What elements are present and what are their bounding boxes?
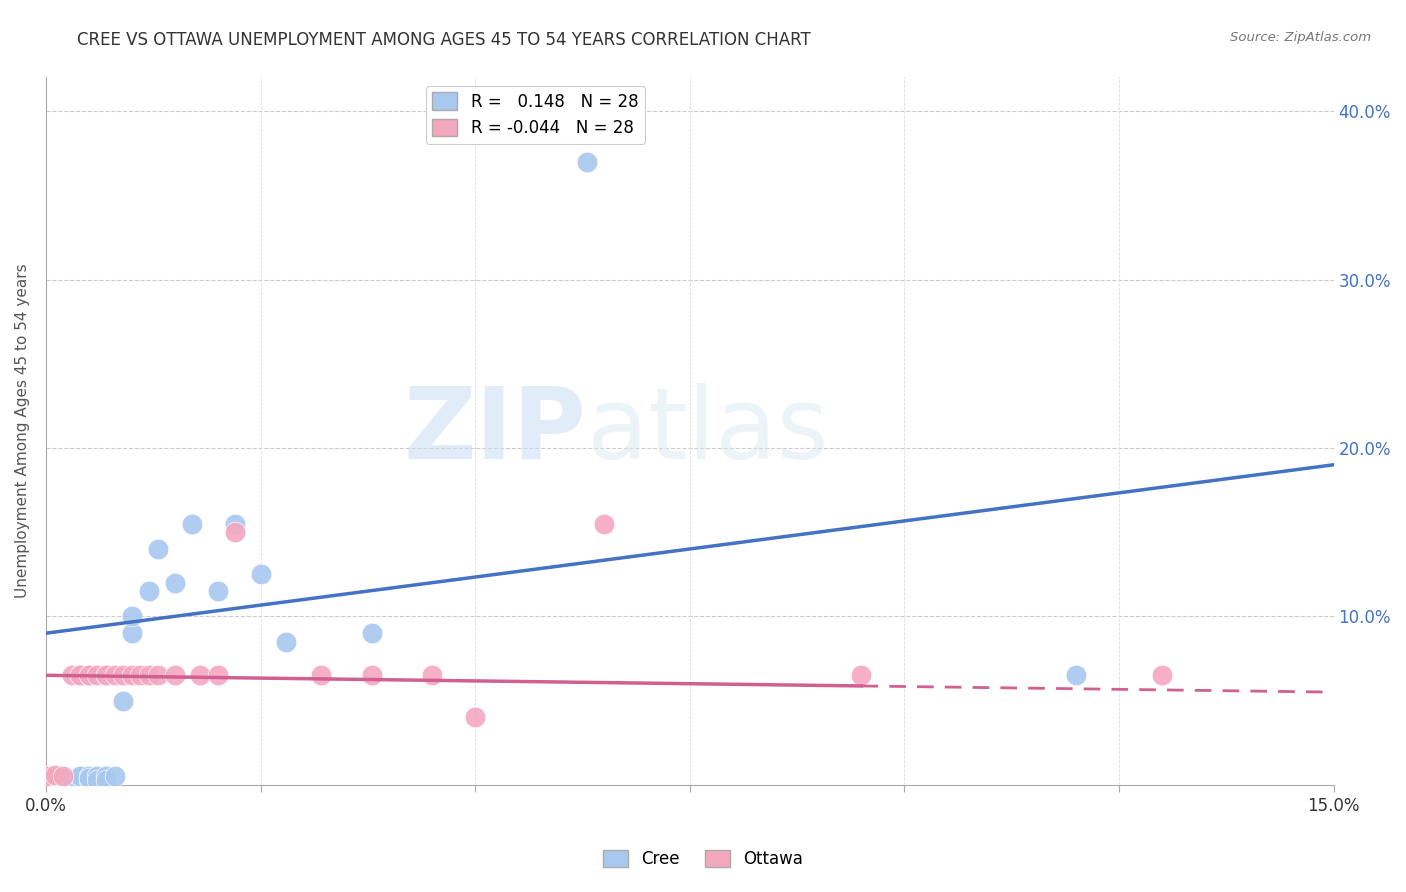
Point: [77, 769, 100, 783]
Point: [104, 769, 127, 783]
Point: [224, 525, 246, 540]
Point: [190, 668, 212, 682]
Point: [86, 668, 108, 682]
Point: [575, 154, 598, 169]
Point: [69, 668, 91, 682]
Point: [129, 668, 152, 682]
Point: [138, 668, 160, 682]
Point: [224, 516, 246, 531]
Text: atlas: atlas: [586, 383, 828, 480]
Point: [86, 772, 108, 787]
Point: [163, 668, 186, 682]
Point: [35, 769, 58, 783]
Point: [94, 668, 117, 682]
Point: [94, 668, 117, 682]
Point: [104, 668, 127, 682]
Point: [69, 769, 91, 783]
Point: [35, 769, 58, 783]
Point: [420, 668, 443, 682]
Point: [112, 693, 135, 707]
Text: Source: ZipAtlas.com: Source: ZipAtlas.com: [1230, 31, 1371, 45]
Point: [112, 668, 135, 682]
Point: [86, 769, 108, 783]
Point: [180, 516, 202, 531]
Point: [44, 767, 66, 781]
Point: [1150, 668, 1173, 682]
Point: [361, 626, 384, 640]
Point: [464, 710, 486, 724]
Point: [121, 626, 143, 640]
Point: [249, 567, 271, 582]
Point: [94, 772, 117, 787]
Point: [77, 668, 100, 682]
Point: [77, 771, 100, 785]
Point: [361, 668, 384, 682]
Point: [207, 584, 229, 599]
Point: [77, 668, 100, 682]
Point: [207, 668, 229, 682]
Point: [52, 771, 75, 785]
Point: [69, 769, 91, 783]
Point: [851, 668, 873, 682]
Point: [121, 668, 143, 682]
Point: [593, 516, 616, 531]
Text: CREE VS OTTAWA UNEMPLOYMENT AMONG AGES 45 TO 54 YEARS CORRELATION CHART: CREE VS OTTAWA UNEMPLOYMENT AMONG AGES 4…: [77, 31, 811, 49]
Legend: Cree, Ottawa: Cree, Ottawa: [596, 843, 810, 875]
Point: [52, 769, 75, 783]
Point: [77, 772, 100, 787]
Point: [69, 668, 91, 682]
Point: [146, 541, 169, 556]
Legend: R =   0.148   N = 28, R = -0.044   N = 28: R = 0.148 N = 28, R = -0.044 N = 28: [426, 86, 645, 144]
Point: [44, 769, 66, 783]
Point: [121, 609, 143, 624]
Text: ZIP: ZIP: [404, 383, 586, 480]
Point: [146, 668, 169, 682]
Point: [60, 668, 83, 682]
Point: [138, 584, 160, 599]
Point: [276, 634, 298, 648]
Point: [94, 769, 117, 783]
Point: [60, 772, 83, 787]
Point: [1064, 668, 1087, 682]
Point: [309, 668, 332, 682]
Y-axis label: Unemployment Among Ages 45 to 54 years: Unemployment Among Ages 45 to 54 years: [15, 264, 30, 599]
Point: [163, 575, 186, 590]
